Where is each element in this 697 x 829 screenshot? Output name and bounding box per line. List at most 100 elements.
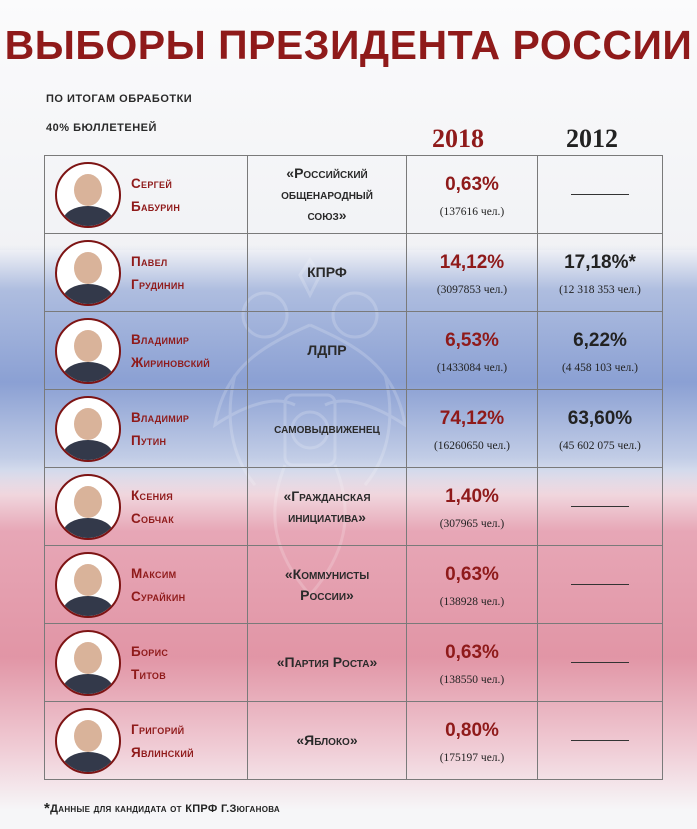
candidate-last-name: Грудинин	[131, 276, 185, 292]
subtitle-line-1: ПО ИТОГАМ ОБРАБОТКИ	[46, 93, 193, 105]
votes-2018: (138550 чел.)	[439, 673, 505, 686]
party-line: самовыдвиженец	[274, 420, 380, 436]
result-2018-cell: 74,12% (16260650 чел.)	[406, 389, 538, 468]
table-row: Сергей Бабурин «Российский общенародный со…	[44, 155, 663, 234]
party-name: «Гражданская инициатива»	[248, 486, 406, 528]
table-row: Максим Сурайкин «Коммунисты России» 0,63%…	[44, 545, 663, 624]
votes-2012: (12 318 353 чел.)	[559, 283, 641, 296]
candidate-first-name: Максим	[131, 565, 177, 581]
party-cell: «Российский общенародный союз»	[247, 155, 407, 234]
candidate-first-name: Ксения	[131, 487, 173, 503]
votes-2012: (45 602 075 чел.)	[559, 439, 641, 452]
party-name: «Яблоко»	[248, 730, 406, 751]
candidate-name: Ксения Собчак	[131, 484, 174, 530]
avatar	[55, 551, 121, 618]
result-2012-cell: 63,60% (45 602 075 чел.)	[537, 389, 663, 468]
candidate-name: Владимир Путин	[131, 406, 189, 452]
footnote: *Данные для кандидата от КПРФ Г.Зюганова	[44, 800, 280, 817]
candidate-cell: Ксения Собчак	[44, 467, 248, 546]
result-2018-cell: 0,63% (137616 чел.)	[406, 155, 538, 234]
party-line: «Гражданская	[283, 487, 371, 504]
result-2018-cell: 0,63% (138928 чел.)	[406, 545, 538, 624]
percent-2018: 14,12%	[439, 251, 505, 273]
party-cell: ЛДПР	[247, 311, 407, 390]
candidate-last-name: Сурайкин	[131, 588, 186, 604]
candidate-last-name: Явлинский	[131, 744, 194, 760]
result-2012-cell	[537, 467, 663, 546]
party-cell: «Гражданская инициатива»	[247, 467, 407, 546]
candidate-cell: Максим Сурайкин	[44, 545, 248, 624]
table-row: Григорий Явлинский «Яблоко» 0,80% (17519…	[44, 701, 663, 780]
party-name: самовыдвиженец	[248, 418, 406, 439]
candidate-cell: Владимир Жириновский	[44, 311, 248, 390]
avatar	[55, 707, 121, 774]
results-table: Сергей Бабурин «Российский общенародный со…	[44, 155, 663, 780]
no-data-dash	[571, 506, 629, 507]
candidate-first-name: Сергей	[131, 175, 173, 191]
year-header-2012: 2012	[566, 124, 618, 153]
result-2018-cell: 14,12% (3097853 чел.)	[406, 233, 538, 312]
result-2018-cell: 0,63% (138550 чел.)	[406, 623, 538, 702]
percent-2018: 74,12%	[439, 407, 505, 429]
party-name: «Партия Роста»	[248, 652, 406, 673]
candidate-last-name: Бабурин	[131, 198, 181, 214]
avatar	[55, 629, 121, 696]
candidate-name: Григорий Явлинский	[131, 718, 194, 764]
candidate-first-name: Павел	[131, 253, 168, 269]
table-row: Ксения Собчак «Гражданская инициатива» 1,…	[44, 467, 663, 546]
party-name: «Российский общенародный союз»	[248, 163, 406, 226]
candidate-name: Сергей Бабурин	[131, 172, 180, 218]
table-row: Владимир Путин самовыдвиженец 74,12% (16…	[44, 389, 663, 468]
candidate-cell: Борис Титов	[44, 623, 248, 702]
percent-2012: 17,18%*	[564, 251, 636, 273]
party-name: ЛДПР	[248, 340, 406, 361]
votes-2018: (307965 чел.)	[439, 517, 505, 530]
candidate-name: Борис Титов	[131, 640, 168, 686]
no-data-dash	[571, 740, 629, 741]
percent-2018: 6,53%	[445, 329, 499, 351]
percent-2018: 0,63%	[445, 173, 499, 195]
party-cell: «Яблоко»	[247, 701, 407, 780]
result-2018-cell: 1,40% (307965 чел.)	[406, 467, 538, 546]
percent-2012: 63,60%	[567, 407, 633, 429]
party-line: ЛДПР	[307, 342, 347, 358]
footnote-star: *	[44, 800, 51, 817]
avatar	[55, 473, 121, 540]
avatar	[55, 239, 121, 306]
result-2012-cell: 6,22% (4 458 103 чел.)	[537, 311, 663, 390]
party-line: союз»	[307, 207, 347, 223]
candidate-cell: Владимир Путин	[44, 389, 248, 468]
party-line: общенародный	[281, 186, 373, 202]
result-2018-cell: 0,80% (175197 чел.)	[406, 701, 538, 780]
party-line: «Коммунисты	[284, 565, 370, 582]
candidate-last-name: Жириновский	[131, 354, 211, 370]
table-row: Борис Титов «Партия Роста» 0,63% (138550…	[44, 623, 663, 702]
avatar	[55, 161, 121, 228]
no-data-dash	[571, 194, 629, 195]
candidate-cell: Григорий Явлинский	[44, 701, 248, 780]
result-2018-cell: 6,53% (1433084 чел.)	[406, 311, 538, 390]
candidate-cell: Сергей Бабурин	[44, 155, 248, 234]
party-cell: КПРФ	[247, 233, 407, 312]
party-cell: самовыдвиженец	[247, 389, 407, 468]
candidate-name: Владимир Жириновский	[131, 328, 210, 374]
party-name: «Коммунисты России»	[248, 564, 406, 606]
table-row: Павел Грудинин КПРФ 14,12% (3097853 чел.…	[44, 233, 663, 312]
votes-2018: (3097853 чел.)	[436, 283, 508, 296]
subtitle-line-2: 40% БЮЛЛЕТЕНЕЙ	[46, 122, 157, 134]
party-line: России»	[300, 586, 354, 603]
result-2012-cell	[537, 545, 663, 624]
result-2012-cell	[537, 701, 663, 780]
avatar	[55, 395, 121, 462]
votes-2018: (137616 чел.)	[439, 205, 505, 218]
result-2012-cell: 17,18%* (12 318 353 чел.)	[537, 233, 663, 312]
page-title: ВЫБОРЫ ПРЕЗИДЕНТА РОССИИ	[4, 22, 693, 68]
votes-2012: (4 458 103 чел.)	[561, 361, 639, 374]
candidate-last-name: Собчак	[131, 510, 174, 526]
party-line: «Партия Роста»	[276, 654, 378, 670]
percent-2018: 1,40%	[445, 485, 499, 507]
party-line: «Российский	[286, 165, 368, 181]
candidate-last-name: Путин	[131, 432, 167, 448]
party-cell: «Коммунисты России»	[247, 545, 407, 624]
candidate-first-name: Борис	[131, 643, 169, 659]
